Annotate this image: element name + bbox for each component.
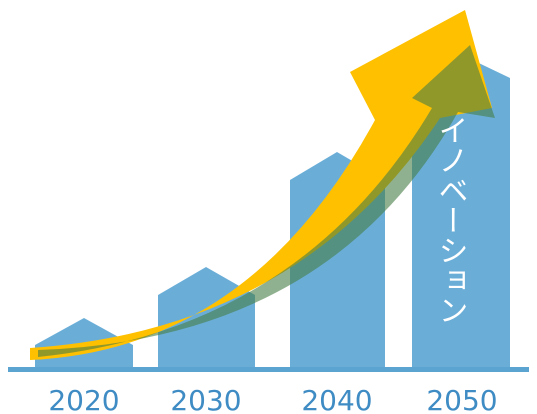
label: 2050: [426, 384, 497, 414]
baseline: [8, 367, 529, 372]
label: 2030: [170, 384, 241, 414]
yellow-arrow: [30, 10, 492, 360]
label: 2040: [301, 384, 372, 414]
green-arrow: [38, 45, 495, 357]
caption: イノベーション: [433, 115, 468, 325]
label: 2020: [48, 384, 119, 414]
